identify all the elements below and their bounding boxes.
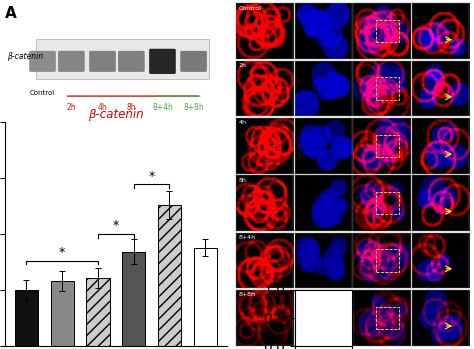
Text: 8h: 8h bbox=[127, 103, 136, 112]
Bar bbox=[376, 77, 399, 100]
Text: 4h: 4h bbox=[98, 103, 108, 112]
Text: 2h: 2h bbox=[66, 103, 76, 112]
Bar bbox=[376, 306, 399, 329]
Text: Control: Control bbox=[238, 6, 261, 11]
Text: 8+8h: 8+8h bbox=[183, 103, 204, 112]
Text: 4h: 4h bbox=[238, 120, 246, 125]
Bar bbox=[158, 205, 181, 346]
Bar bbox=[193, 248, 217, 346]
Bar bbox=[376, 192, 399, 214]
Bar bbox=[122, 252, 146, 346]
Text: *: * bbox=[113, 219, 119, 232]
FancyBboxPatch shape bbox=[89, 51, 116, 72]
FancyBboxPatch shape bbox=[58, 51, 85, 72]
Text: 8+4h: 8+4h bbox=[238, 235, 255, 240]
Bar bbox=[51, 281, 74, 346]
Text: β-catenin: β-catenin bbox=[257, 4, 293, 13]
Text: B: B bbox=[237, 6, 249, 21]
Text: *: * bbox=[148, 170, 155, 183]
FancyBboxPatch shape bbox=[118, 51, 145, 72]
Bar bbox=[86, 279, 109, 346]
Text: A: A bbox=[5, 6, 17, 21]
Text: *: * bbox=[59, 246, 65, 259]
Bar bbox=[15, 290, 38, 346]
Text: 8h: 8h bbox=[238, 178, 246, 183]
Title: β-catenin: β-catenin bbox=[88, 108, 144, 121]
Bar bbox=[376, 249, 399, 272]
Text: Control: Control bbox=[30, 90, 55, 96]
Bar bbox=[376, 135, 399, 157]
Text: Merge: Merge bbox=[379, 4, 403, 13]
Text: 8+4h: 8+4h bbox=[152, 103, 173, 112]
FancyBboxPatch shape bbox=[149, 49, 176, 74]
Text: DAPI: DAPI bbox=[324, 4, 342, 13]
FancyBboxPatch shape bbox=[180, 51, 207, 72]
FancyBboxPatch shape bbox=[29, 51, 56, 72]
Text: 2h: 2h bbox=[238, 63, 246, 68]
Bar bbox=[376, 20, 399, 43]
Text: 10 μm: 10 μm bbox=[301, 337, 316, 342]
FancyBboxPatch shape bbox=[36, 39, 209, 79]
Text: β-catenin: β-catenin bbox=[7, 52, 43, 61]
Text: 8+8h: 8+8h bbox=[238, 292, 255, 297]
